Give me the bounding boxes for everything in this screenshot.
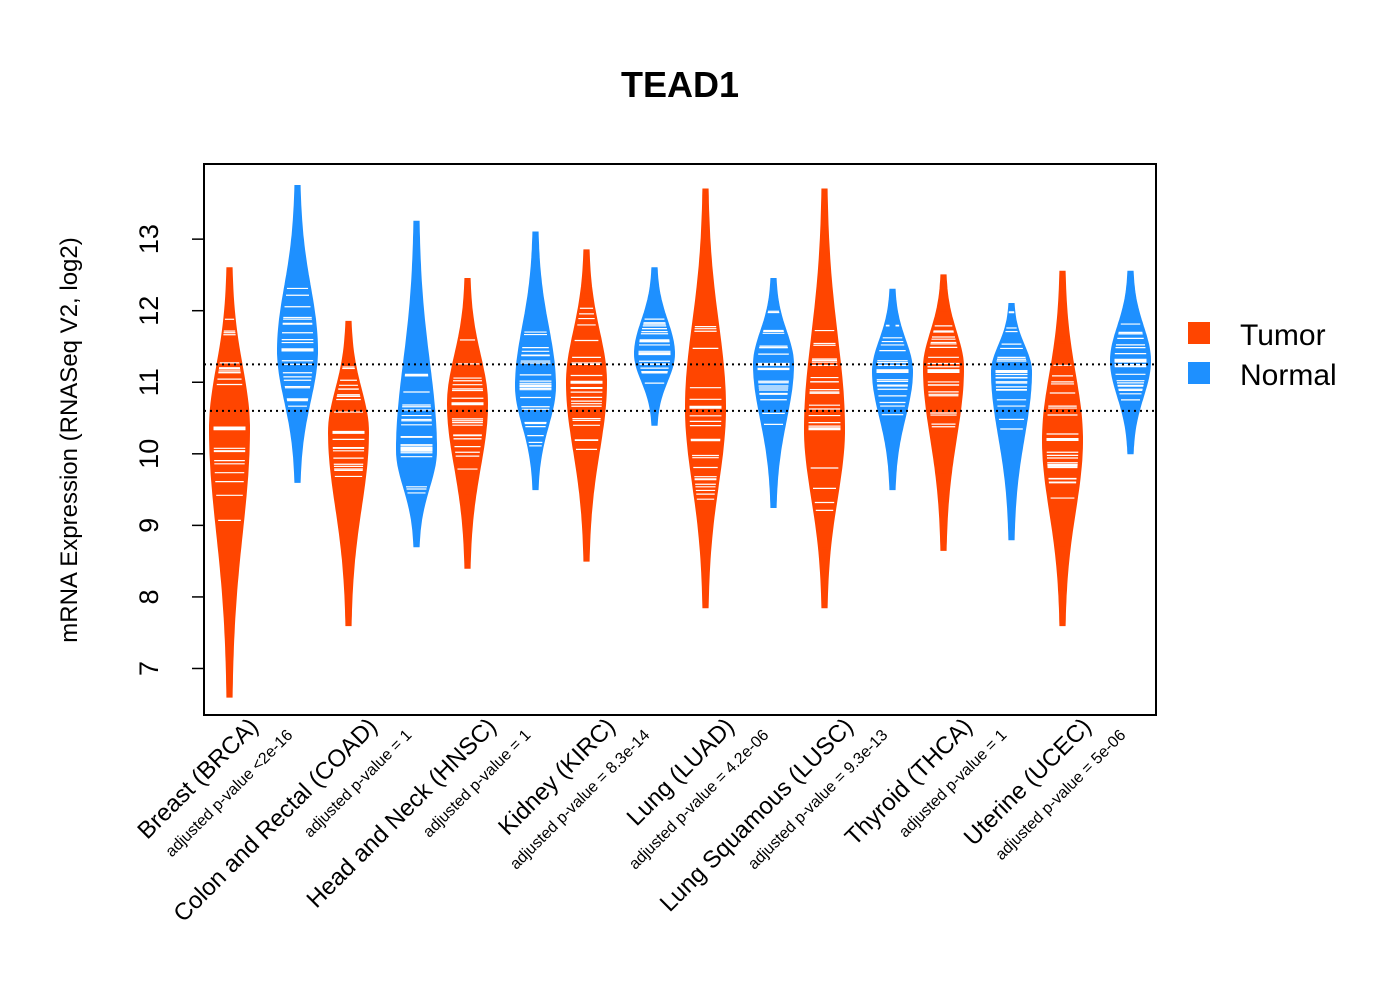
violin-normal-3-body (634, 267, 675, 426)
chart-title: TEAD1 (621, 64, 739, 105)
violin-tumor-5-body (804, 188, 845, 609)
violin-normal-1-body (396, 220, 437, 548)
violin-normal-4 (753, 278, 794, 508)
violin-normal-0 (277, 185, 318, 483)
violin-tumor-4 (685, 188, 726, 609)
legend-label-tumor: Tumor (1240, 319, 1326, 352)
violin-tumor-0 (209, 267, 250, 698)
violin-tumor-0-body (209, 267, 250, 698)
violin-tumor-1-body (327, 320, 370, 627)
violin-normal-6 (991, 303, 1032, 541)
violin-normal-5 (872, 288, 913, 491)
y-tick-label: 12 (134, 296, 164, 326)
violin-tumor-7 (1042, 270, 1083, 627)
y-tick-label: 8 (134, 589, 164, 604)
violin-tumor-6 (923, 274, 964, 551)
y-tick-label: 13 (134, 224, 164, 254)
y-tick-label: 11 (134, 368, 164, 396)
violin-tumor-5 (804, 188, 845, 609)
violin-tumor-1 (327, 320, 370, 627)
violin-tumor-3 (566, 249, 607, 562)
violin-tumor-7-body (1042, 270, 1083, 627)
violin-normal-3 (634, 267, 675, 426)
violin-normal-7 (1110, 270, 1151, 455)
violin-tumor-4-body (685, 188, 726, 609)
violin-normal-6-body (991, 303, 1032, 541)
x-axis-labels: Breast (BRCA)adjusted p-value <2e-16Colo… (132, 713, 1129, 927)
violin-normal-2 (515, 231, 556, 491)
legend-label-normal: Normal (1240, 359, 1337, 392)
violin-normal-1 (396, 220, 437, 548)
violin-tumor-2 (446, 278, 489, 569)
violin-tumor-2-body (446, 278, 489, 569)
violin-tumor-3-body (566, 249, 607, 562)
y-tick-label: 9 (134, 518, 164, 533)
plot-area (204, 185, 1156, 698)
violin-normal-0-body (277, 185, 318, 483)
y-tick-label: 7 (134, 661, 164, 676)
legend: Tumor Normal (1188, 319, 1337, 392)
y-axis: 7 8 9 10 11 12 13 (134, 224, 205, 676)
y-tick-label: 10 (134, 439, 164, 469)
legend-swatch-normal (1188, 362, 1210, 384)
y-axis-label: mRNA Expression (RNASeq V2, log2) (56, 237, 83, 643)
legend-swatch-tumor (1188, 322, 1210, 344)
